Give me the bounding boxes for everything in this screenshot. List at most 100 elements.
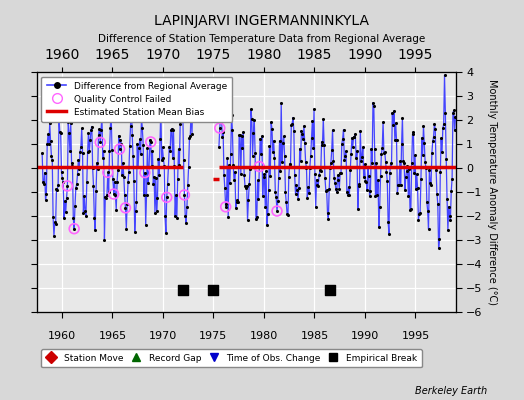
Point (408, 131, 417, 137)
Point (390, 108, 398, 114)
Point (444, 227, 452, 233)
Point (43, 141, 51, 147)
Point (365, 193, 374, 199)
Point (323, 210, 332, 216)
Point (449, 110, 457, 116)
Point (402, 168, 411, 174)
Point (71, 203, 79, 210)
Point (375, 224, 383, 230)
Point (378, 145, 386, 151)
Point (278, 158, 286, 165)
Point (321, 175, 329, 182)
Point (237, 171, 245, 177)
Point (147, 162, 156, 169)
Point (58, 175, 67, 182)
Point (357, 158, 365, 164)
Point (348, 134, 356, 141)
Point (326, 160, 335, 166)
Point (162, 194, 171, 200)
Point (361, 161, 369, 168)
Point (289, 114, 297, 121)
Point (84, 130, 93, 136)
Point (380, 149, 389, 155)
Point (150, 174, 158, 180)
Point (322, 187, 331, 194)
Point (220, 172, 228, 178)
Point (394, 182, 402, 188)
Point (132, 199, 140, 205)
Point (229, 162, 237, 168)
Point (273, 208, 281, 214)
Point (257, 151, 265, 157)
Point (209, 287, 217, 294)
Point (234, 199, 243, 206)
Point (339, 136, 347, 142)
Point (170, 163, 179, 169)
Point (277, 100, 286, 106)
Point (51, 219, 59, 225)
Text: 1995: 1995 (401, 331, 430, 341)
Point (226, 180, 234, 187)
Point (282, 199, 290, 206)
Point (182, 220, 190, 226)
Point (70, 226, 78, 232)
Point (341, 153, 350, 159)
Point (443, 195, 451, 202)
Point (275, 174, 283, 181)
Point (61, 198, 69, 204)
Point (225, 162, 233, 169)
Point (221, 185, 229, 192)
Point (412, 186, 420, 192)
Point (110, 191, 118, 197)
Point (288, 120, 297, 127)
Point (95, 126, 104, 132)
Point (329, 127, 337, 133)
Point (381, 159, 390, 165)
Text: LAPINJARVI INGERMANNINKYLA: LAPINJARVI INGERMANNINKYLA (155, 14, 369, 28)
Point (114, 166, 122, 173)
Point (255, 163, 264, 170)
Point (141, 222, 150, 228)
Point (222, 204, 230, 210)
Point (180, 192, 189, 198)
Point (301, 159, 310, 166)
Point (286, 160, 294, 167)
Text: Berkeley Earth: Berkeley Earth (415, 386, 487, 396)
Point (132, 208, 140, 214)
Point (233, 197, 242, 204)
Point (42, 191, 50, 198)
Point (168, 155, 177, 161)
Point (251, 150, 259, 157)
Point (301, 140, 309, 147)
Point (399, 158, 408, 164)
Point (333, 189, 341, 195)
Point (228, 127, 236, 133)
Point (328, 147, 336, 154)
Point (376, 173, 385, 180)
Point (254, 196, 263, 202)
Point (260, 171, 269, 177)
Point (352, 154, 361, 161)
Point (135, 144, 143, 151)
Point (215, 144, 223, 150)
Point (388, 110, 397, 116)
Point (110, 191, 118, 197)
Point (143, 144, 151, 151)
Point (122, 226, 130, 232)
Point (174, 146, 183, 152)
Point (366, 188, 375, 194)
Point (111, 178, 119, 185)
Point (151, 210, 159, 216)
Point (167, 127, 175, 134)
Point (61, 209, 70, 215)
Point (345, 192, 354, 198)
Point (401, 174, 410, 180)
Point (263, 222, 271, 229)
Point (166, 148, 174, 154)
Point (286, 162, 294, 169)
Point (416, 210, 424, 216)
Point (44, 131, 52, 138)
Point (38, 150, 46, 156)
Point (346, 166, 354, 173)
Point (154, 195, 162, 201)
